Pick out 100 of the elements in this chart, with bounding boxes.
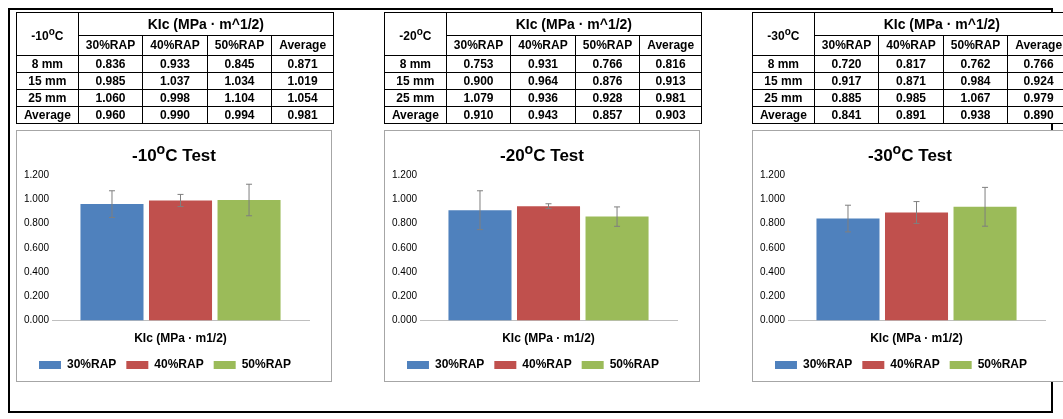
- y-axis-title: -10$^{o}$C: [16, 12, 79, 56]
- y-tick-label: 25 mm: [752, 89, 815, 107]
- x-tick-label: KIc (MPa · m1/2): [134, 330, 227, 345]
- data-label: 0.984: [943, 72, 1008, 90]
- data-label: 0.753: [446, 55, 511, 73]
- data-label: 0.836: [78, 55, 143, 73]
- y-tick-label: 0.000: [759, 314, 786, 326]
- data-label: 0.936: [510, 89, 576, 107]
- y-tick-label: 0.600: [23, 241, 50, 253]
- data-label: 0.841: [814, 106, 879, 124]
- x-tick-label: 50%RAP: [207, 35, 272, 56]
- data-label: 0.933: [142, 55, 208, 73]
- y-tick-label: 0.800: [23, 216, 50, 228]
- data-label: 0.931: [510, 55, 576, 73]
- legend-label: 40%RAP: [890, 356, 940, 371]
- data-label: 0.979: [1007, 89, 1063, 107]
- x-tick-label: 50%RAP: [943, 35, 1008, 56]
- data-label: 0.857: [575, 106, 640, 124]
- data-label: 0.981: [271, 106, 334, 124]
- y-tick-label: 15 mm: [384, 72, 447, 90]
- x-tick-label: 40%RAP: [510, 35, 576, 56]
- legend-label: 40%RAP: [522, 356, 572, 371]
- y-tick-label: 25 mm: [16, 89, 79, 107]
- data-label: 0.938: [943, 106, 1008, 124]
- data-label: 0.985: [878, 89, 944, 107]
- data-label: 0.871: [878, 72, 944, 90]
- y-tick-label: 0.800: [391, 216, 418, 228]
- legend-label: 30%RAP: [66, 356, 117, 371]
- data-label: 0.903: [639, 106, 702, 124]
- y-tick-label: 8 mm: [384, 55, 447, 73]
- x-tick-label: 50%RAP: [575, 35, 640, 56]
- y-tick-label: 8 mm: [16, 55, 79, 73]
- data-label: 0.964: [510, 72, 576, 90]
- data-label: 0.766: [1007, 55, 1063, 73]
- chart-title: -10$^{o}$C Test: [131, 141, 217, 166]
- chart-title: KIc (MPa · m^1/2): [814, 12, 1063, 36]
- legend-label: 30%RAP: [802, 356, 853, 371]
- x-tick-label: 40%RAP: [142, 35, 208, 56]
- x-tick-label: 30%RAP: [78, 35, 143, 56]
- x-tick-label: 40%RAP: [878, 35, 944, 56]
- data-label: 0.900: [446, 72, 511, 90]
- data-label: 0.890: [1007, 106, 1063, 124]
- x-tick-label: Average: [639, 35, 702, 56]
- y-tick-label: 0.200: [23, 289, 50, 301]
- legend-label: 50%RAP: [977, 356, 1028, 371]
- y-tick-label: 1.000: [759, 192, 786, 204]
- data-label: 0.981: [639, 89, 702, 107]
- data-label: 0.816: [639, 55, 702, 73]
- y-tick-label: 1.200: [23, 168, 50, 180]
- x-tick-label: KIc (MPa · m1/2): [502, 330, 595, 345]
- data-label: 1.034: [207, 72, 272, 90]
- data-label: 0.928: [575, 89, 640, 107]
- data-label: 1.060: [78, 89, 143, 107]
- y-tick-label: 1.200: [759, 168, 786, 180]
- y-tick-label: Average: [752, 106, 815, 124]
- x-tick-label: Average: [1007, 35, 1063, 56]
- data-label: 0.845: [207, 55, 272, 73]
- y-tick-label: 0.000: [23, 314, 50, 326]
- y-tick-label: Average: [16, 106, 79, 124]
- data-label: 1.067: [943, 89, 1008, 107]
- y-tick-label: 0.400: [391, 265, 418, 277]
- y-tick-label: 15 mm: [16, 72, 79, 90]
- x-tick-label: 30%RAP: [446, 35, 511, 56]
- data-label: 0.990: [142, 106, 208, 124]
- data-label: 0.913: [639, 72, 702, 90]
- y-tick-label: 1.200: [391, 168, 418, 180]
- y-tick-label: 1.000: [391, 192, 418, 204]
- y-tick-label: 0.600: [391, 241, 418, 253]
- chart-title: -20$^{o}$C Test: [499, 141, 585, 166]
- legend-label: 50%RAP: [609, 356, 660, 371]
- data-label: 0.994: [207, 106, 272, 124]
- data-label: 0.885: [814, 89, 879, 107]
- y-tick-label: 0.000: [391, 314, 418, 326]
- y-tick-label: 0.600: [759, 241, 786, 253]
- legend-label: 50%RAP: [241, 356, 292, 371]
- y-axis-title: -20$^{o}$C: [384, 12, 447, 56]
- y-tick-label: 1.000: [23, 192, 50, 204]
- data-label: 0.917: [814, 72, 879, 90]
- y-tick-label: 0.400: [759, 265, 786, 277]
- data-label: 0.998: [142, 89, 208, 107]
- data-label: 0.943: [510, 106, 576, 124]
- data-label: 1.054: [271, 89, 334, 107]
- y-tick-label: 8 mm: [752, 55, 815, 73]
- x-tick-label: 30%RAP: [814, 35, 879, 56]
- y-tick-label: 0.400: [23, 265, 50, 277]
- y-tick-label: 15 mm: [752, 72, 815, 90]
- data-label: 0.891: [878, 106, 944, 124]
- data-label: 1.019: [271, 72, 334, 90]
- y-tick-label: Average: [384, 106, 447, 124]
- legend-label: 30%RAP: [434, 356, 485, 371]
- y-tick-label: 0.200: [759, 289, 786, 301]
- data-label: 1.079: [446, 89, 511, 107]
- data-label: 0.871: [271, 55, 334, 73]
- legend-label: 40%RAP: [154, 356, 204, 371]
- data-label: 0.876: [575, 72, 640, 90]
- x-tick-label: KIc (MPa · m1/2): [870, 330, 963, 345]
- data-label: 1.104: [207, 89, 272, 107]
- data-label: 0.766: [575, 55, 640, 73]
- y-tick-label: 0.800: [759, 216, 786, 228]
- data-label: 0.817: [878, 55, 944, 73]
